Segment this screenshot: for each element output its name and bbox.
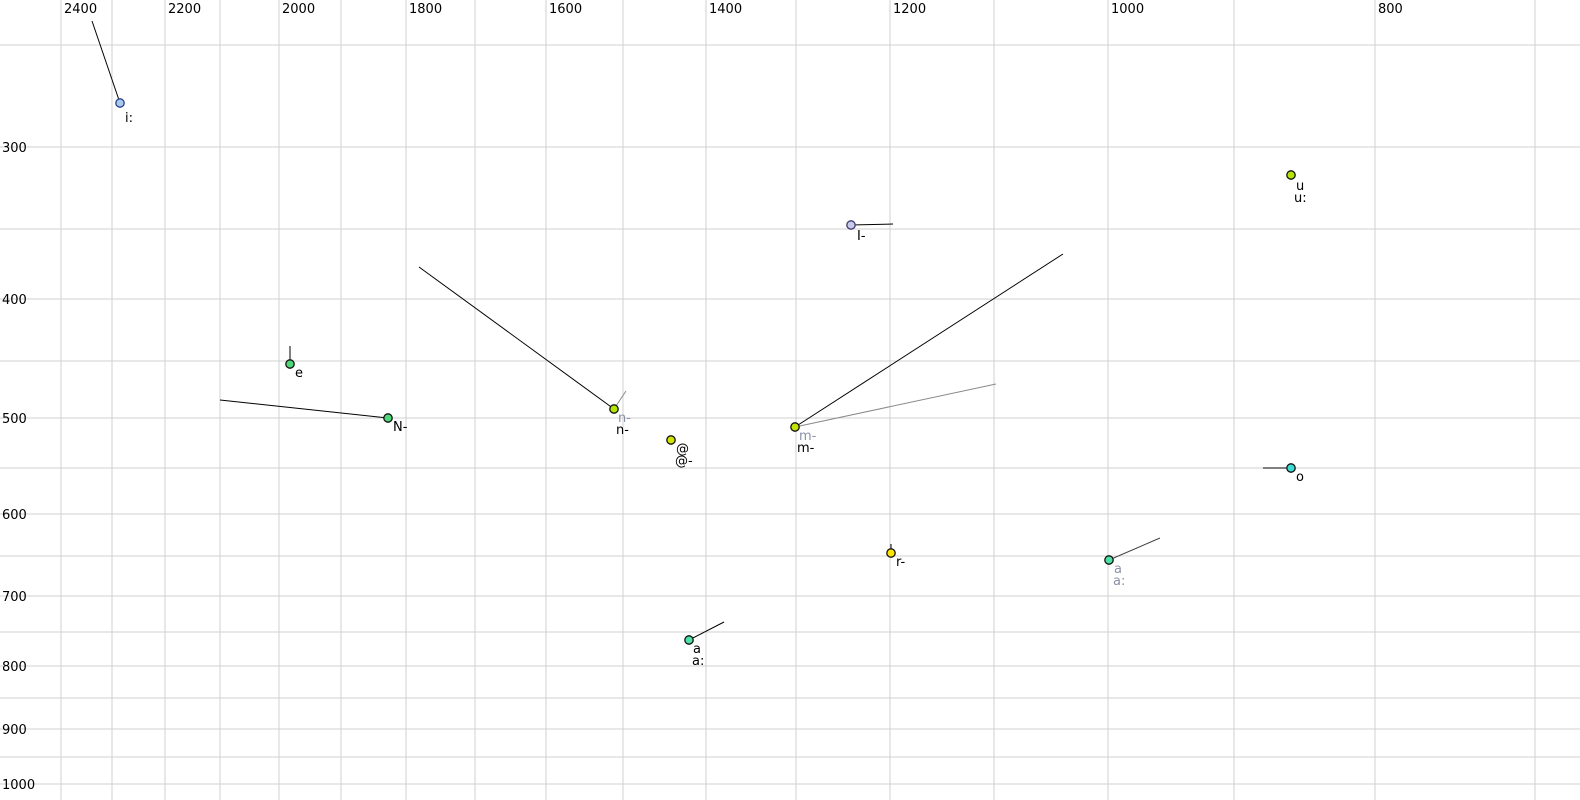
x-tick-label-1600: 1600 xyxy=(549,2,582,17)
x-tick-label-1000: 1000 xyxy=(1111,2,1144,17)
formant-tail-m--0 xyxy=(794,253,1064,428)
y-tick-label-300: 300 xyxy=(2,141,27,156)
point-label-@--1: @- xyxy=(675,454,693,469)
point-label-n--1: n- xyxy=(616,423,629,438)
formant-tail-N--0 xyxy=(219,399,389,419)
point-label-a-long-low-1: a: xyxy=(692,654,704,669)
y-tick-label-900: 900 xyxy=(2,723,27,738)
point-label-N--0: N- xyxy=(393,420,408,435)
point-label-n--0: n- xyxy=(618,411,631,426)
data-point-a-long-low[interactable] xyxy=(684,635,694,645)
point-label-i-long-0: i: xyxy=(125,111,133,126)
formant-tail-m--1 xyxy=(794,383,997,428)
y-tick-label-1000: 1000 xyxy=(2,778,35,793)
point-label-I--0: I- xyxy=(857,229,866,244)
formant-tail-I--0 xyxy=(850,223,894,226)
x-tick-label-2200: 2200 xyxy=(168,2,201,17)
formant-tail-n--0 xyxy=(418,266,615,410)
point-label-o-0: o xyxy=(1296,470,1304,485)
data-point-o[interactable] xyxy=(1286,463,1296,473)
x-tick-label-1800: 1800 xyxy=(409,2,442,17)
data-point-I-[interactable] xyxy=(846,220,856,230)
y-tick-label-600: 600 xyxy=(2,508,27,523)
formant-tail-a-long-mid-0 xyxy=(1108,537,1161,561)
point-label-a-long-low-0: a xyxy=(693,642,701,657)
data-point-i-long[interactable] xyxy=(115,98,125,108)
x-tick-label-2400: 2400 xyxy=(64,2,97,17)
data-point-r-[interactable] xyxy=(886,548,896,558)
y-tick-label-400: 400 xyxy=(2,293,27,308)
point-label-u-long-1: u: xyxy=(1294,191,1307,206)
y-tick-label-500: 500 xyxy=(2,412,27,427)
x-tick-label-2000: 2000 xyxy=(282,2,315,17)
data-point-@-[interactable] xyxy=(666,435,676,445)
point-label-u-long-0: u xyxy=(1296,179,1304,194)
point-label-@--0: @ xyxy=(676,442,689,457)
y-tick-label-700: 700 xyxy=(2,590,27,605)
point-label-a-long-mid-1: a: xyxy=(1113,574,1125,589)
data-point-n-[interactable] xyxy=(609,404,619,414)
point-label-m--0: m- xyxy=(799,429,817,444)
data-point-a-long-mid[interactable] xyxy=(1104,555,1114,565)
point-label-a-long-mid-0: a xyxy=(1114,562,1122,577)
data-point-u-long[interactable] xyxy=(1286,170,1296,180)
point-label-r--0: r- xyxy=(896,555,906,570)
y-tick-label-800: 800 xyxy=(2,660,27,675)
x-tick-label-800: 800 xyxy=(1378,2,1403,17)
data-point-N-[interactable] xyxy=(383,413,393,423)
point-label-e-0: e xyxy=(295,366,303,381)
formant-tail-a-long-low-0 xyxy=(688,621,725,641)
data-point-m-[interactable] xyxy=(790,422,800,432)
x-tick-label-1400: 1400 xyxy=(709,2,742,17)
x-tick-label-1200: 1200 xyxy=(893,2,926,17)
data-point-e[interactable] xyxy=(285,359,295,369)
formant-tail-i-long-0 xyxy=(91,20,121,104)
point-label-m--1: m- xyxy=(797,441,815,456)
